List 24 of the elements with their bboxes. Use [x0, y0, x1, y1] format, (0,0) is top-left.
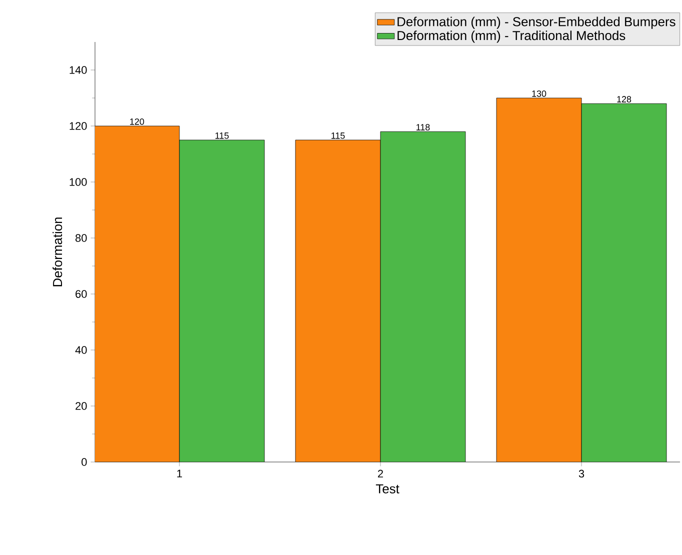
data-label: 130: [532, 90, 546, 97]
y-tick-label: 120: [70, 122, 87, 130]
data-label: 118: [416, 124, 430, 130]
y-axis-title: Deformation: [52, 218, 62, 286]
bar: [581, 103, 667, 462]
data-label: 115: [215, 132, 229, 139]
bar: [179, 140, 264, 462]
legend-label: Deformation (mm) - Traditional Methods: [398, 30, 626, 43]
y-tick-label: 40: [75, 346, 87, 354]
legend-label: Deformation (mm) - Sensor-Embedded Bumpers: [398, 16, 676, 29]
y-tick-label: 60: [76, 290, 87, 298]
y-tick-label: 100: [70, 178, 87, 186]
data-label: 120: [130, 118, 144, 125]
y-tick-label: 0: [82, 458, 87, 466]
bar: [380, 132, 466, 462]
x-axis-title: Test: [376, 484, 400, 494]
data-label: 115: [332, 132, 345, 139]
data-label: 128: [617, 96, 632, 102]
y-tick-label: 20: [76, 402, 87, 410]
x-tick-label: 1: [177, 470, 182, 478]
x-tick-label: 2: [378, 470, 383, 478]
y-tick-label: 80: [76, 234, 87, 242]
x-tick-label: 3: [578, 470, 584, 478]
y-tick-label: 140: [70, 66, 87, 74]
